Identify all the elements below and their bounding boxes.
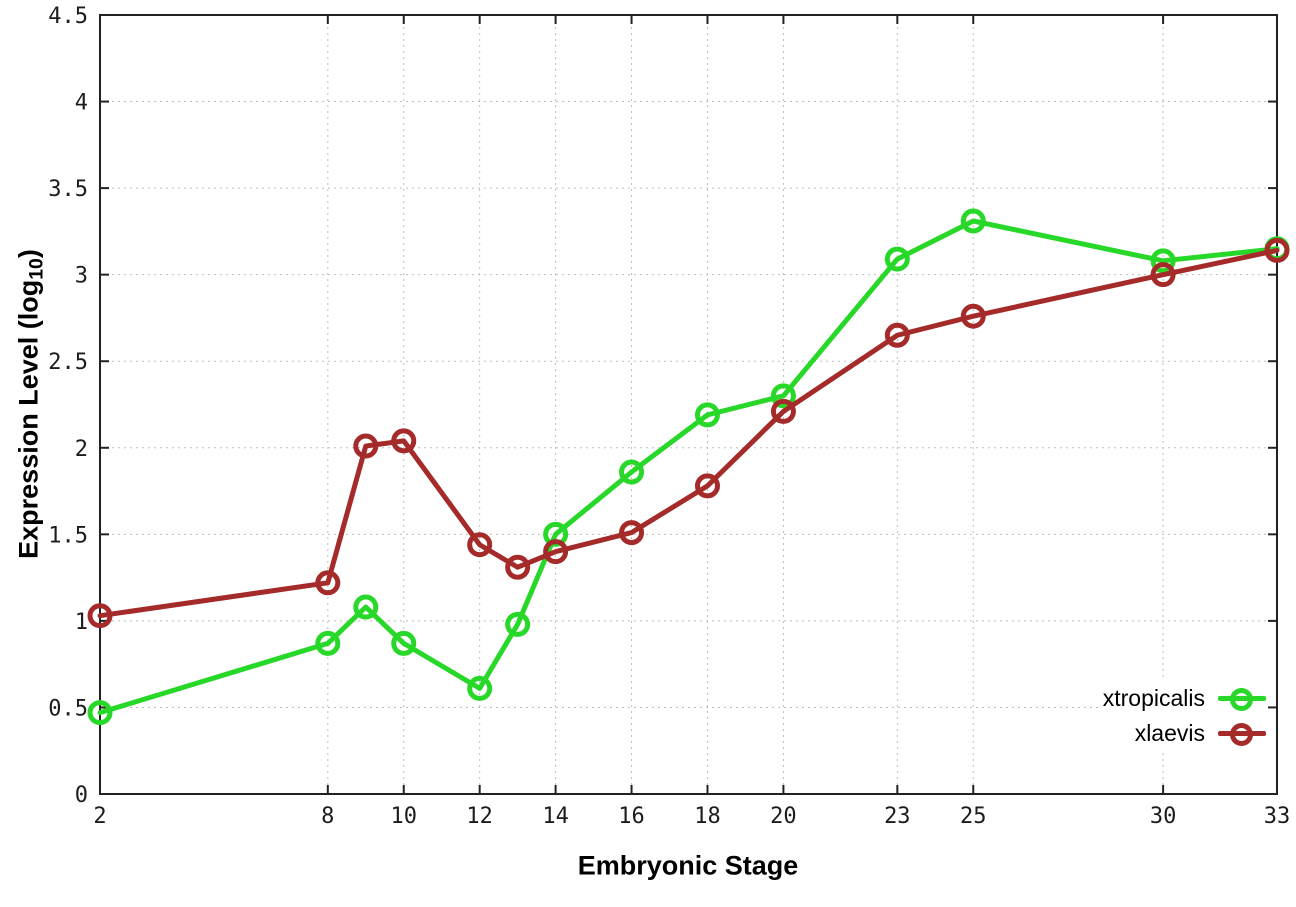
- x-tick-label: 33: [1264, 804, 1291, 829]
- legend: xtropicalis xlaevis: [1100, 679, 1268, 753]
- y-tick-label: 2: [75, 437, 88, 462]
- x-tick-label: 25: [960, 804, 987, 829]
- data-point-xlaevis-30: [1150, 262, 1176, 288]
- y-tick-label: 0.5: [48, 696, 88, 721]
- data-point-xlaevis-14: [543, 539, 569, 565]
- plot-border: [99, 14, 1278, 795]
- x-tick-label: 2: [93, 804, 106, 829]
- data-point-xlaevis-25: [960, 303, 986, 329]
- legend-item-xtropicalis: xtropicalis: [1102, 681, 1266, 716]
- x-tick-label: 16: [618, 804, 645, 829]
- x-tick-label: 23: [884, 804, 911, 829]
- data-point-xlaevis-23: [884, 322, 910, 348]
- legend-circle-icon: [1230, 722, 1253, 746]
- data-point-xlaevis-33: [1264, 237, 1290, 263]
- data-point-xlaevis-10: [391, 428, 417, 454]
- y-tick-label: 1.5: [48, 523, 88, 548]
- y-tick-label: 1: [75, 610, 88, 635]
- legend-item-xlaevis: xlaevis: [1134, 716, 1266, 751]
- series-line-xlaevis: [97, 247, 1280, 619]
- x-tick-label: 10: [390, 804, 417, 829]
- x-tick-label: 20: [770, 804, 797, 829]
- series-line-xtropicalis: [97, 218, 1280, 716]
- data-point-xlaevis-20: [770, 398, 796, 424]
- data-point-xlaevis-13: [505, 554, 531, 580]
- legend-marker-xtropicalis: [1218, 685, 1266, 713]
- y-axis-title-subscript: 10: [25, 258, 48, 280]
- y-axis-title: Expression Level (log10): [13, 249, 48, 559]
- y-axis-title-close: ): [13, 249, 44, 259]
- data-point-xtropicalis-14: [543, 521, 569, 547]
- x-tick-label: 12: [466, 804, 493, 829]
- legend-label-xtropicalis: xtropicalis: [1102, 685, 1205, 711]
- data-point-xtropicalis-23: [884, 246, 910, 272]
- data-point-xtropicalis-18: [694, 402, 720, 428]
- y-tick-label: 4: [75, 91, 88, 116]
- x-tick-label: 8: [321, 804, 334, 829]
- data-point-xlaevis-9: [353, 433, 379, 459]
- data-point-xlaevis-2: [87, 603, 113, 629]
- data-point-xtropicalis-30: [1150, 248, 1176, 274]
- data-point-xtropicalis-10: [391, 630, 417, 656]
- data-point-xtropicalis-2: [87, 700, 113, 726]
- data-point-xtropicalis-25: [960, 208, 986, 234]
- data-point-xtropicalis-9: [353, 594, 379, 620]
- y-tick-label: 3: [75, 264, 88, 289]
- data-point-xlaevis-18: [694, 473, 720, 499]
- data-point-xtropicalis-20: [770, 383, 796, 409]
- data-point-xlaevis-12: [467, 532, 493, 558]
- x-tick-label: 30: [1150, 804, 1177, 829]
- y-tick-label: 0: [75, 783, 88, 808]
- data-point-xtropicalis-16: [619, 459, 645, 485]
- data-point-xtropicalis-13: [505, 611, 531, 637]
- x-tick-label: 14: [542, 804, 569, 829]
- legend-marker-xlaevis: [1218, 720, 1266, 748]
- data-point-xlaevis-8: [315, 570, 341, 596]
- y-tick-label: 3.5: [48, 177, 88, 202]
- y-tick-label: 4.5: [48, 4, 88, 29]
- data-point-xlaevis-16: [619, 520, 645, 546]
- y-tick-label: 2.5: [48, 350, 88, 375]
- data-point-xtropicalis-12: [467, 675, 493, 701]
- data-point-xtropicalis-8: [315, 630, 341, 656]
- x-tick-label: 18: [694, 804, 721, 829]
- legend-label-xlaevis: xlaevis: [1134, 720, 1205, 746]
- x-axis-title: Embryonic Stage: [577, 850, 799, 881]
- y-axis-title-text: Expression Level (log: [13, 279, 44, 559]
- legend-circle-icon: [1230, 687, 1253, 711]
